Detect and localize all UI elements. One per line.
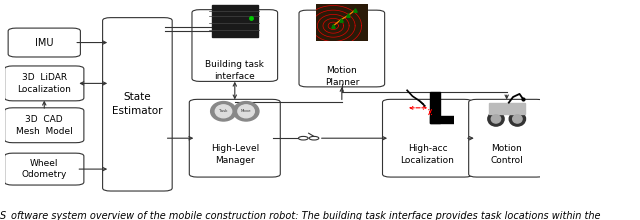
Text: High-acc
Localization: High-acc Localization — [401, 144, 454, 165]
FancyBboxPatch shape — [102, 18, 172, 191]
Text: Motion
Planner: Motion Planner — [324, 66, 359, 87]
Text: High-Level
Manager: High-Level Manager — [211, 144, 259, 165]
Text: State
Estimator: State Estimator — [112, 92, 163, 116]
FancyBboxPatch shape — [383, 99, 472, 177]
Text: IMU: IMU — [35, 38, 54, 48]
FancyBboxPatch shape — [468, 99, 545, 177]
FancyBboxPatch shape — [4, 153, 84, 185]
Text: 3D  LiDAR
Localization: 3D LiDAR Localization — [17, 73, 71, 94]
Text: 3D  CAD
Mesh  Model: 3D CAD Mesh Model — [16, 115, 73, 136]
FancyBboxPatch shape — [4, 66, 84, 101]
FancyBboxPatch shape — [192, 10, 278, 81]
Text: Wheel
Odometry: Wheel Odometry — [22, 159, 67, 180]
FancyBboxPatch shape — [299, 10, 385, 87]
Text: oftware system overview of the mobile construction robot: The building task inte: oftware system overview of the mobile co… — [11, 211, 600, 220]
FancyBboxPatch shape — [189, 99, 280, 177]
Circle shape — [309, 136, 319, 140]
Text: Motion
Control: Motion Control — [490, 144, 523, 165]
FancyBboxPatch shape — [8, 28, 81, 57]
FancyBboxPatch shape — [4, 108, 84, 143]
Circle shape — [298, 136, 308, 140]
Text: S: S — [1, 211, 6, 220]
Text: Building task
interface: Building task interface — [205, 61, 264, 81]
